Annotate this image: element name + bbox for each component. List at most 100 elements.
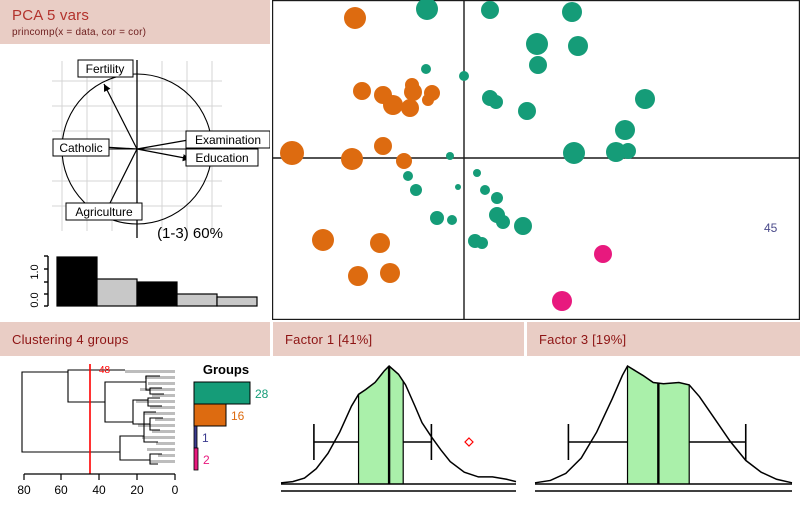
scatter-point[interactable]	[594, 245, 612, 263]
scatter-point[interactable]	[410, 184, 422, 196]
correlation-circle-plot: Fertility Catholic Examination Education…	[0, 46, 270, 246]
svg-text:40: 40	[92, 483, 106, 497]
scatter-point[interactable]	[396, 153, 412, 169]
individuals-factor-map: 45	[272, 0, 800, 320]
scree-y-axis	[44, 255, 49, 307]
factor3-whiskers	[567, 424, 747, 460]
scree-tick-0: 0.0	[29, 292, 41, 307]
scatter-point[interactable]	[568, 36, 588, 56]
factor3-density-svg	[527, 356, 800, 500]
factor1-iqr-band	[358, 366, 404, 484]
group-count-2: 2	[203, 453, 210, 467]
variable-arrows	[85, 83, 195, 212]
dendrogram-leaf-bars	[125, 370, 175, 463]
scatter-point[interactable]	[374, 137, 392, 155]
svg-text:80: 80	[17, 483, 31, 497]
svg-text:20: 20	[130, 483, 144, 497]
dendrogram-tree	[21, 369, 164, 465]
factor1-density-curve	[280, 364, 517, 484]
svg-text:Agriculture: Agriculture	[75, 205, 133, 219]
dendrogram-svg: 48 80 60 40 20 0 Groups 28	[0, 356, 270, 500]
factor3-quartile-lines	[626, 366, 690, 484]
panel-separator-vertical-bottom-1	[270, 320, 273, 500]
dendrogram-cut-label: 48	[99, 365, 111, 376]
scatter-point[interactable]	[405, 78, 419, 92]
factor1-quartile-lines	[357, 366, 404, 484]
group-count-28: 28	[255, 387, 269, 401]
scatter-point[interactable]	[455, 184, 461, 190]
scatter-svg: 45	[272, 0, 800, 320]
dendrogram-axis	[23, 473, 176, 480]
scatter-point[interactable]	[552, 291, 572, 311]
scatter-point[interactable]	[496, 215, 510, 229]
pca-panel-header: PCA 5 vars princomp(x = data, cor = cor)	[0, 0, 270, 44]
clustering-panel-header: Clustering 4 groups	[0, 322, 270, 356]
outlier-diamond	[464, 437, 474, 447]
factor3-title: Factor 3 [19%]	[539, 331, 627, 347]
scatter-point[interactable]	[312, 229, 334, 251]
scatter-point[interactable]	[518, 102, 536, 120]
factor3-density-curve	[534, 364, 793, 484]
var-label-examination: Examination	[185, 130, 270, 149]
var-label-catholic: Catholic	[52, 138, 110, 157]
scatter-point[interactable]	[416, 0, 438, 20]
pca-title: PCA 5 vars	[12, 6, 90, 24]
scree-plot: 1.0 0.0	[0, 248, 270, 318]
scatter-point[interactable]	[635, 89, 655, 109]
groups-legend-bars: 28 16 1 2	[193, 381, 269, 471]
factor1-panel-header: Factor 1 [41%]	[273, 322, 524, 356]
scatter-point[interactable]	[526, 33, 548, 55]
factor1-whiskers	[313, 424, 433, 460]
factor3-panel	[527, 356, 800, 500]
scatter-point[interactable]	[480, 185, 490, 195]
scatter-point[interactable]	[473, 169, 481, 177]
factor1-panel	[273, 356, 524, 500]
svg-text:60: 60	[54, 483, 68, 497]
scatter-point[interactable]	[430, 211, 444, 225]
scatter-point[interactable]	[562, 2, 582, 22]
var-label-fertility: Fertility	[77, 59, 134, 78]
scatter-point[interactable]	[383, 95, 403, 115]
scatter-point[interactable]	[606, 142, 626, 162]
scatter-point[interactable]	[514, 217, 532, 235]
pca-panel: PCA 5 vars princomp(x = data, cor = cor)	[0, 0, 270, 320]
scatter-point[interactable]	[380, 263, 400, 283]
var-label-education: Education	[185, 148, 259, 167]
var-label-agriculture: Agriculture	[65, 202, 143, 221]
scatter-point[interactable]	[476, 237, 488, 249]
panel-separator-vertical-bottom-2	[524, 320, 527, 500]
scatter-point[interactable]	[563, 142, 585, 164]
svg-text:0: 0	[172, 483, 179, 497]
pca-subtitle: princomp(x = data, cor = cor)	[12, 26, 147, 38]
scatter-point[interactable]	[491, 192, 503, 204]
svg-text:Examination: Examination	[195, 133, 261, 147]
scatter-point[interactable]	[459, 71, 469, 81]
scatter-point[interactable]	[348, 266, 368, 286]
scatter-point[interactable]	[447, 215, 457, 225]
groups-legend-title: Groups	[203, 362, 249, 377]
scatter-point[interactable]	[370, 233, 390, 253]
scatter-point[interactable]	[481, 1, 499, 19]
scatter-points-group	[280, 0, 655, 311]
scatter-point[interactable]	[489, 95, 503, 109]
factor1-density-svg	[273, 356, 524, 500]
scatter-point[interactable]	[421, 64, 431, 74]
scatter-point[interactable]	[529, 56, 547, 74]
factor3-panel-header: Factor 3 [19%]	[527, 322, 800, 356]
factor1-title: Factor 1 [41%]	[285, 331, 373, 347]
factor1-outlier-marker	[464, 437, 474, 447]
svg-text:Catholic: Catholic	[59, 141, 102, 155]
scatter-point[interactable]	[341, 148, 363, 170]
scatter-point[interactable]	[446, 152, 454, 160]
scatter-point[interactable]	[422, 94, 434, 106]
scatter-point[interactable]	[403, 171, 413, 181]
scatter-point[interactable]	[615, 120, 635, 140]
scatter-point[interactable]	[620, 143, 636, 159]
scatter-point[interactable]	[353, 82, 371, 100]
svg-text:Education: Education	[195, 151, 248, 165]
scatter-point[interactable]	[344, 7, 366, 29]
scatter-point[interactable]	[280, 141, 304, 165]
scatter-point[interactable]	[401, 99, 419, 117]
pca-variance-label: (1-3) 60%	[157, 225, 223, 242]
